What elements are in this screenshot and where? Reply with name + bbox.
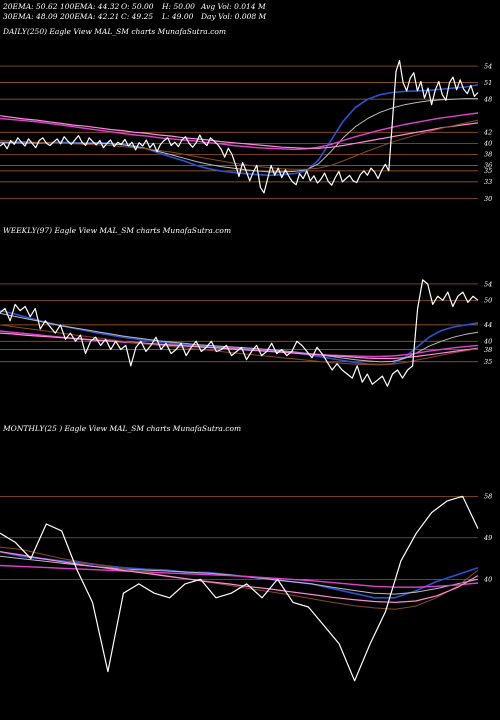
weekly-level-label-2: 44 bbox=[483, 321, 492, 329]
weekly-level-label-4: 38 bbox=[484, 346, 492, 354]
daily-level-label-2: 48 bbox=[483, 95, 492, 103]
monthly-chart: 58 49 40 bbox=[0, 493, 492, 682]
weekly-level-label-5: 35 bbox=[484, 358, 492, 366]
weekly-price-line bbox=[0, 279, 479, 387]
day-volume-readout: Day Vol: 0.008 M bbox=[201, 12, 267, 21]
daily-panel-title: DAILY(250) Eagle View MAL_SM charts Muna… bbox=[3, 27, 226, 36]
weekly-ema30-line bbox=[0, 312, 479, 363]
daily-level-label-9: 30 bbox=[484, 195, 492, 203]
ema30-readout: 30EMA: 48.09 bbox=[3, 12, 58, 21]
monthly-ema200-line bbox=[0, 551, 479, 604]
monthly-panel-title: MONTHLY(25 ) Eagle View MAL_SM charts Mu… bbox=[3, 424, 242, 433]
ema20-readout: 20EMA: 50.62 bbox=[3, 2, 58, 11]
weekly-level-label-3: 40 bbox=[483, 338, 492, 346]
daily-level-label-5: 38 bbox=[484, 151, 492, 159]
daily-price-line bbox=[0, 59, 479, 194]
open-readout: O: 50.00 bbox=[121, 2, 154, 11]
low-readout: L: 49.00 bbox=[162, 12, 194, 21]
monthly-ema100-line bbox=[0, 546, 479, 610]
weekly-level-label-1: 50 bbox=[484, 297, 492, 305]
close-readout: C: 49.25 bbox=[121, 12, 154, 21]
daily-ema20-line bbox=[0, 84, 479, 177]
daily-level-label-8: 33 bbox=[484, 178, 492, 186]
daily-ema50-line bbox=[0, 112, 479, 151]
daily-level-label-1: 51 bbox=[484, 79, 492, 87]
ema100-readout: 100EMA: 44.32 bbox=[60, 2, 120, 11]
monthly-price-line bbox=[0, 495, 479, 682]
daily-ema200-line bbox=[0, 115, 479, 149]
high-readout: H: 50.00 bbox=[162, 2, 195, 11]
daily-ema30-line bbox=[0, 98, 478, 173]
weekly-panel-title: WEEKLY(97) Eagle View MAL_SM charts Muna… bbox=[3, 226, 232, 235]
daily-ema100-line bbox=[0, 119, 479, 170]
weekly-ema100-line bbox=[0, 324, 479, 366]
daily-level-label-6: 36 bbox=[484, 162, 492, 170]
monthly-ema20-line bbox=[0, 550, 479, 599]
monthly-level-label-1: 49 bbox=[483, 534, 492, 542]
weekly-level-label-0: 54 bbox=[484, 280, 492, 288]
daily-level-label-0: 54 bbox=[484, 62, 492, 70]
monthly-level-label-2: 40 bbox=[483, 576, 492, 584]
weekly-ema20-line bbox=[0, 309, 479, 366]
monthly-ema50-line bbox=[0, 564, 479, 588]
daily-level-label-3: 42 bbox=[483, 129, 492, 137]
daily-level-label-4: 40 bbox=[483, 140, 492, 148]
monthly-level-label-0: 58 bbox=[484, 493, 492, 501]
daily-level-label-7: 35 bbox=[484, 167, 492, 175]
ema200-readout: 200EMA: 42.21 bbox=[60, 12, 120, 21]
avg-volume-readout: Avg Vol: 0.014 M bbox=[201, 2, 266, 11]
